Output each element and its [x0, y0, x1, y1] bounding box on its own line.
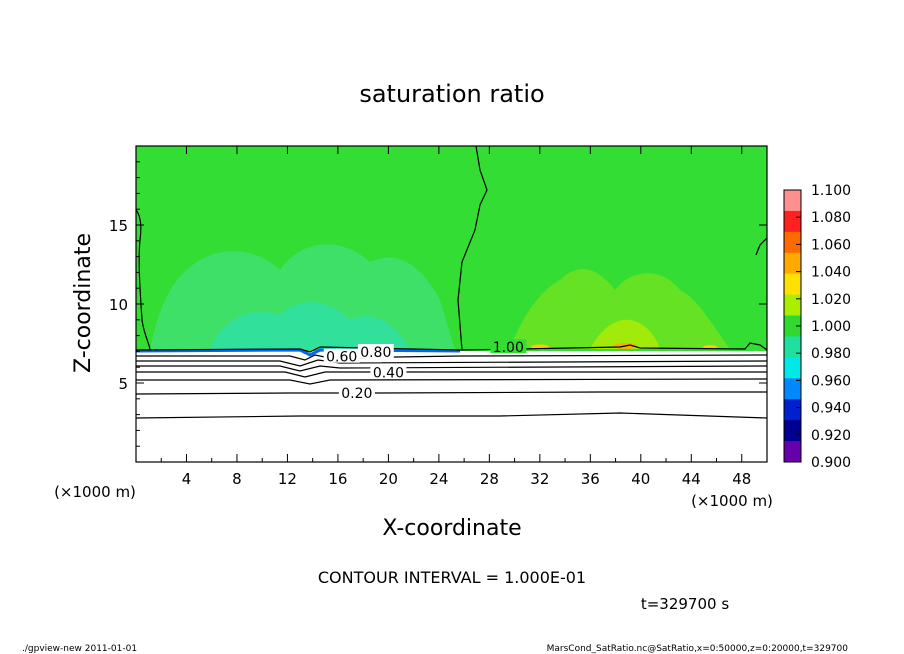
colorbar-swatch	[784, 336, 801, 358]
colorbar-label: 1.060	[811, 237, 851, 253]
x-tick-label: 44	[682, 470, 701, 488]
contour-0-60	[136, 371, 767, 378]
contour-label-bg	[338, 385, 375, 400]
x-tick-label: 40	[631, 470, 650, 488]
x-tick-label: 12	[278, 470, 297, 488]
contour-0-90	[136, 354, 768, 361]
x-axis: 4 8 12 16 20 24 28 32 36 40 44 48	[160, 146, 751, 488]
contour-label: 0.40	[373, 366, 404, 382]
contour-0-50	[136, 378, 768, 385]
colorbar-label: 0.920	[811, 428, 851, 444]
x-tick-label: 4	[182, 470, 192, 488]
contour-label-bg	[490, 339, 527, 354]
contour-0-70	[136, 365, 768, 372]
contour-label: 0.80	[360, 345, 391, 361]
chart-title: saturation ratio	[359, 80, 544, 108]
colorbar-swatch	[784, 420, 801, 442]
contour-left-edge	[135, 209, 151, 351]
x-tick-label: 24	[429, 470, 448, 488]
contour-label-bg	[323, 348, 360, 363]
contour-label: 0.60	[326, 350, 357, 366]
contour-0-20	[135, 412, 768, 419]
contour-0-40	[135, 391, 767, 395]
x-unit-label: (×1000 m)	[691, 492, 773, 510]
y-axis-label: Z-coordinate	[71, 233, 96, 373]
subsaturated-patch-core	[210, 302, 410, 350]
supersaturated-patch-core	[590, 319, 660, 349]
y-tick-label: 10	[109, 296, 128, 314]
colorbar-swatch	[784, 294, 801, 317]
x-tick-label: 28	[480, 470, 499, 488]
colorbar-swatch	[784, 378, 801, 400]
x-axis-label: X-coordinate	[382, 516, 521, 541]
colorbar-swatch	[784, 252, 801, 275]
x-tick-label: 8	[232, 470, 242, 488]
contour-label-bg	[370, 364, 407, 379]
contour-right-edge	[755, 237, 768, 256]
colorbar-swatch	[784, 441, 801, 463]
x-tick-label: 16	[328, 470, 347, 488]
colorbar-label: 1.080	[811, 210, 851, 226]
contour-0-80	[136, 359, 768, 367]
contour-1-00	[135, 342, 768, 353]
contour-label: 1.00	[493, 340, 524, 356]
supersaturated-patch	[510, 269, 730, 349]
y-tick-label: 15	[109, 217, 128, 235]
y-tick-label: 5	[118, 375, 128, 393]
x-tick-label: 48	[732, 470, 751, 488]
contour-field	[135, 146, 767, 462]
contour-1-00-vertical	[457, 145, 488, 351]
subsaturated-region	[136, 351, 767, 462]
colorbar-swatch	[784, 357, 801, 379]
colorbar-label: 1.100	[811, 183, 851, 199]
contour-label-bg	[357, 343, 394, 358]
colorbar-swatch	[784, 190, 801, 212]
footer-left: ./gpview-new 2011-01-01	[22, 644, 137, 654]
contour-interval-text: CONTOUR INTERVAL = 1.000E-01	[318, 568, 586, 587]
colorbar-label: 0.980	[811, 346, 851, 362]
colorbar-swatch	[784, 273, 801, 296]
colorbar-label: 1.020	[811, 292, 851, 308]
time-label: t=329700 s	[641, 595, 729, 613]
colorbar-label: 0.900	[811, 455, 851, 471]
colorbar-swatch	[784, 315, 801, 337]
contour-label-group: 1.00 0.800.60 0.400.20	[323, 339, 527, 402]
colorbar: 1.100 1.080 1.060 1.040 1.020 1.000 0.980 0.960…	[783, 183, 851, 471]
x-tick-label: 32	[530, 470, 549, 488]
colorbar-label: 1.000	[811, 319, 851, 335]
colorbar-label: 0.960	[811, 373, 851, 389]
footer-right: MarsCond_SatRatio.nc@SatRatio,x=0:50000,…	[547, 644, 849, 654]
contour-lines	[135, 145, 768, 419]
x-tick-label: 20	[379, 470, 398, 488]
colorbar-label: 0.940	[811, 401, 851, 417]
colorbar-swatch	[784, 231, 801, 254]
colorbar-swatch	[784, 399, 801, 421]
y-axis: 5 10 15	[109, 161, 767, 447]
z-unit-label: (×1000 m)	[54, 483, 136, 501]
supersaturation-spot	[703, 345, 717, 349]
colorbar-label: 1.040	[811, 265, 851, 281]
colorbar-swatch	[784, 210, 801, 233]
x-tick-label: 36	[581, 470, 600, 488]
contour-label: 0.20	[341, 386, 372, 402]
